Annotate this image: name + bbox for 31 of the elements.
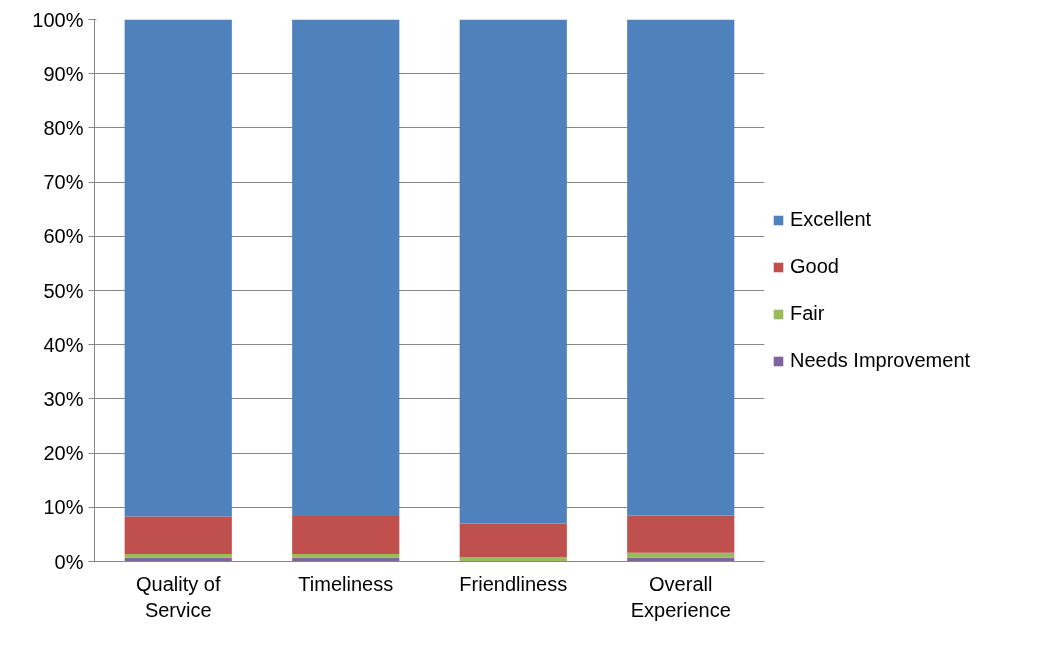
legend-label: Excellent	[790, 208, 872, 231]
y-tick-label: 40%	[43, 333, 84, 356]
y-tick-label: 90%	[43, 62, 84, 85]
bar	[627, 19, 735, 516]
bar	[124, 19, 232, 517]
legend-label: Needs Improvement	[790, 349, 971, 372]
y-tick-label: 30%	[43, 387, 84, 410]
y-tick-label: 80%	[43, 116, 84, 139]
y-tick-label: 60%	[43, 225, 84, 248]
bar	[459, 19, 567, 524]
y-tick-label: 70%	[43, 171, 84, 194]
bar	[292, 19, 400, 516]
bar	[459, 523, 567, 558]
bar	[459, 557, 567, 562]
bar	[292, 515, 400, 554]
x-tick-label: Timeliness	[298, 572, 394, 595]
y-tick-label: 0%	[54, 550, 84, 573]
legend-label: Fair	[790, 302, 825, 325]
x-tick-label: Overall Experience	[630, 572, 731, 621]
bar	[124, 516, 232, 554]
legend-label: Good	[790, 255, 839, 278]
bar	[124, 553, 232, 558]
y-tick-label: 100%	[32, 8, 84, 31]
y-tick-label: 50%	[43, 279, 84, 302]
y-tick-label: 20%	[43, 442, 84, 465]
bar	[292, 553, 400, 558]
y-tick-label: 10%	[43, 496, 84, 519]
x-tick-label: Friendliness	[459, 572, 568, 595]
bar	[627, 515, 735, 553]
bar	[627, 552, 735, 558]
x-tick-label: Quality of Service	[136, 572, 221, 621]
